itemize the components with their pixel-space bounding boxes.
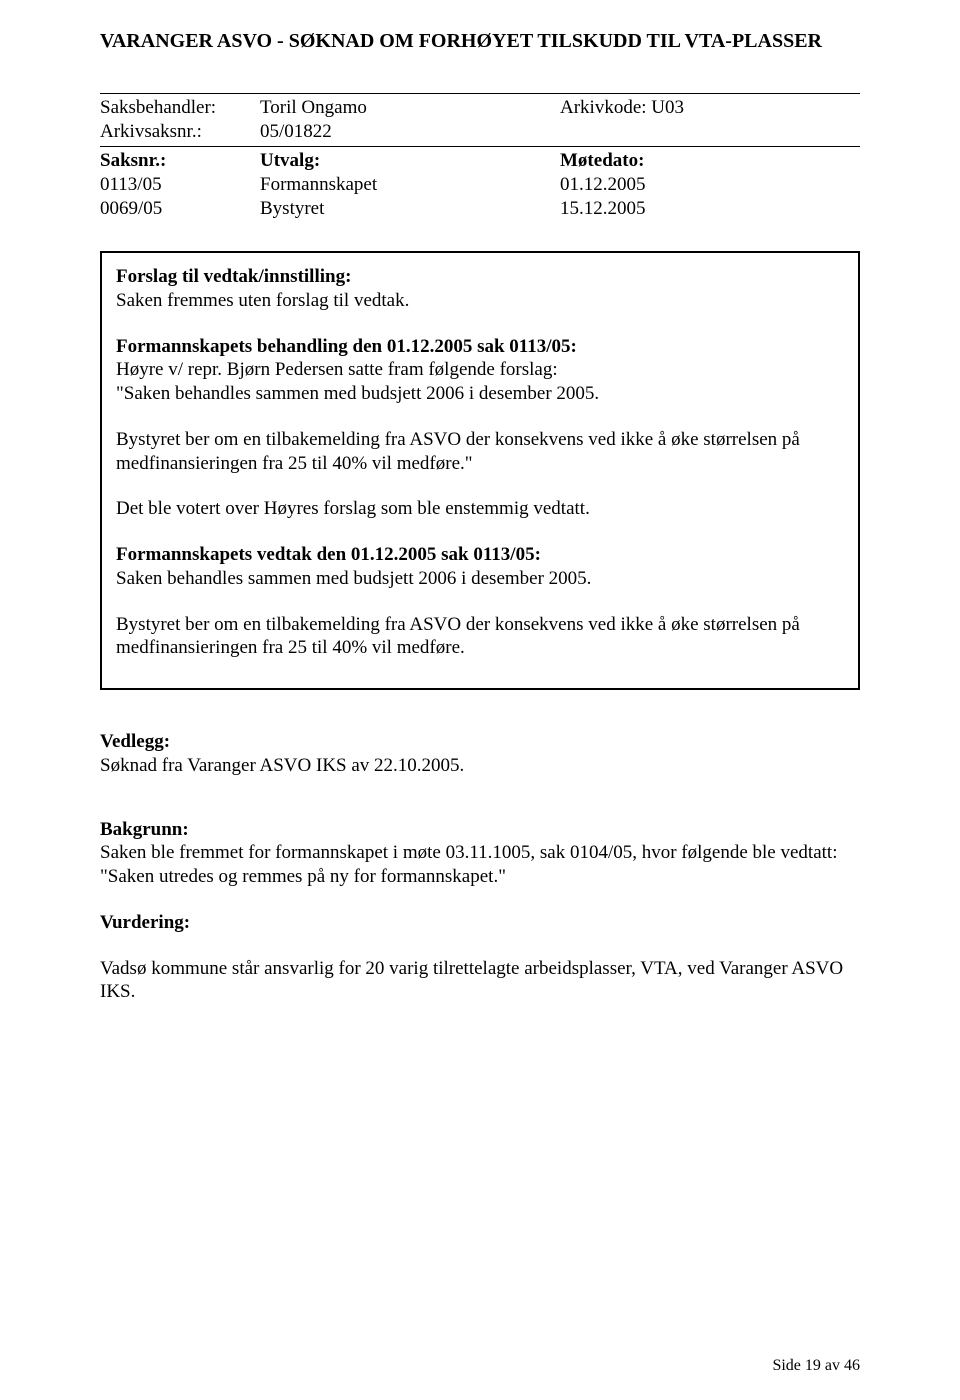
table-cell: 0069/05 [100, 197, 260, 221]
bakgrunn-header: Bakgrunn: [100, 819, 189, 840]
forslag-header: Forslag til vedtak/innstilling: [116, 266, 351, 287]
saksbehandler-value: Toril Ongamo [260, 96, 560, 120]
behandling-text: Bystyret ber om en tilbakemelding fra AS… [116, 428, 844, 476]
body-sections: Vedlegg: Søknad fra Varanger ASVO IKS av… [100, 730, 860, 1004]
behandling-text: "Saken behandles sammen med budsjett 200… [116, 383, 599, 404]
behandling-text: Høyre v/ repr. Bjørn Pedersen satte fram… [116, 359, 558, 380]
saksnr-header: Saksnr.: [100, 149, 260, 173]
vedtak-text: Saken behandles sammen med budsjett 2006… [116, 568, 591, 589]
vurdering-header: Vurdering: [100, 912, 190, 933]
arkivsaksnr-label: Arkivsaksnr.: [100, 120, 260, 144]
document-page: VARANGER ASVO - SØKNAD OM FORHØYET TILSK… [0, 0, 960, 1400]
decision-box: Forslag til vedtak/innstilling: Saken fr… [100, 251, 860, 690]
vedlegg-header: Vedlegg: [100, 731, 170, 752]
arkivkode-label: Arkivkode: U03 [560, 96, 860, 120]
page-number: Side 19 av 46 [772, 1357, 860, 1375]
page-title: VARANGER ASVO - SØKNAD OM FORHØYET TILSK… [100, 30, 860, 53]
table-cell: Bystyret [260, 197, 560, 221]
utvalg-header: Utvalg: [260, 149, 560, 173]
meta-block: Saksbehandler: Toril Ongamo Arkivkode: U… [100, 93, 860, 147]
motedato-header: Møtedato: [560, 149, 860, 173]
vedtak-text: Bystyret ber om en tilbakemelding fra AS… [116, 613, 844, 661]
behandling-header: Formannskapets behandling den 01.12.2005… [116, 336, 577, 357]
saksbehandler-label: Saksbehandler: [100, 96, 260, 120]
vurdering-text: Vadsø kommune står ansvarlig for 20 vari… [100, 957, 860, 1005]
bakgrunn-text: "Saken utredes og remmes på ny for forma… [100, 866, 506, 887]
vedtak-header: Formannskapets vedtak den 01.12.2005 sak… [116, 544, 541, 565]
votert-text: Det ble votert over Høyres forslag som b… [116, 497, 844, 521]
bakgrunn-text: Saken ble fremmet for formannskapet i mø… [100, 842, 837, 863]
table-cell: 15.12.2005 [560, 197, 860, 221]
utvalg-table: Saksnr.: Utvalg: Møtedato: 0113/05 Forma… [100, 149, 860, 221]
vedlegg-text: Søknad fra Varanger ASVO IKS av 22.10.20… [100, 755, 464, 776]
table-cell: 01.12.2005 [560, 173, 860, 197]
forslag-text: Saken fremmes uten forslag til vedtak. [116, 290, 409, 311]
table-cell: 0113/05 [100, 173, 260, 197]
arkivsaksnr-value: 05/01822 [260, 120, 560, 144]
table-cell: Formannskapet [260, 173, 560, 197]
